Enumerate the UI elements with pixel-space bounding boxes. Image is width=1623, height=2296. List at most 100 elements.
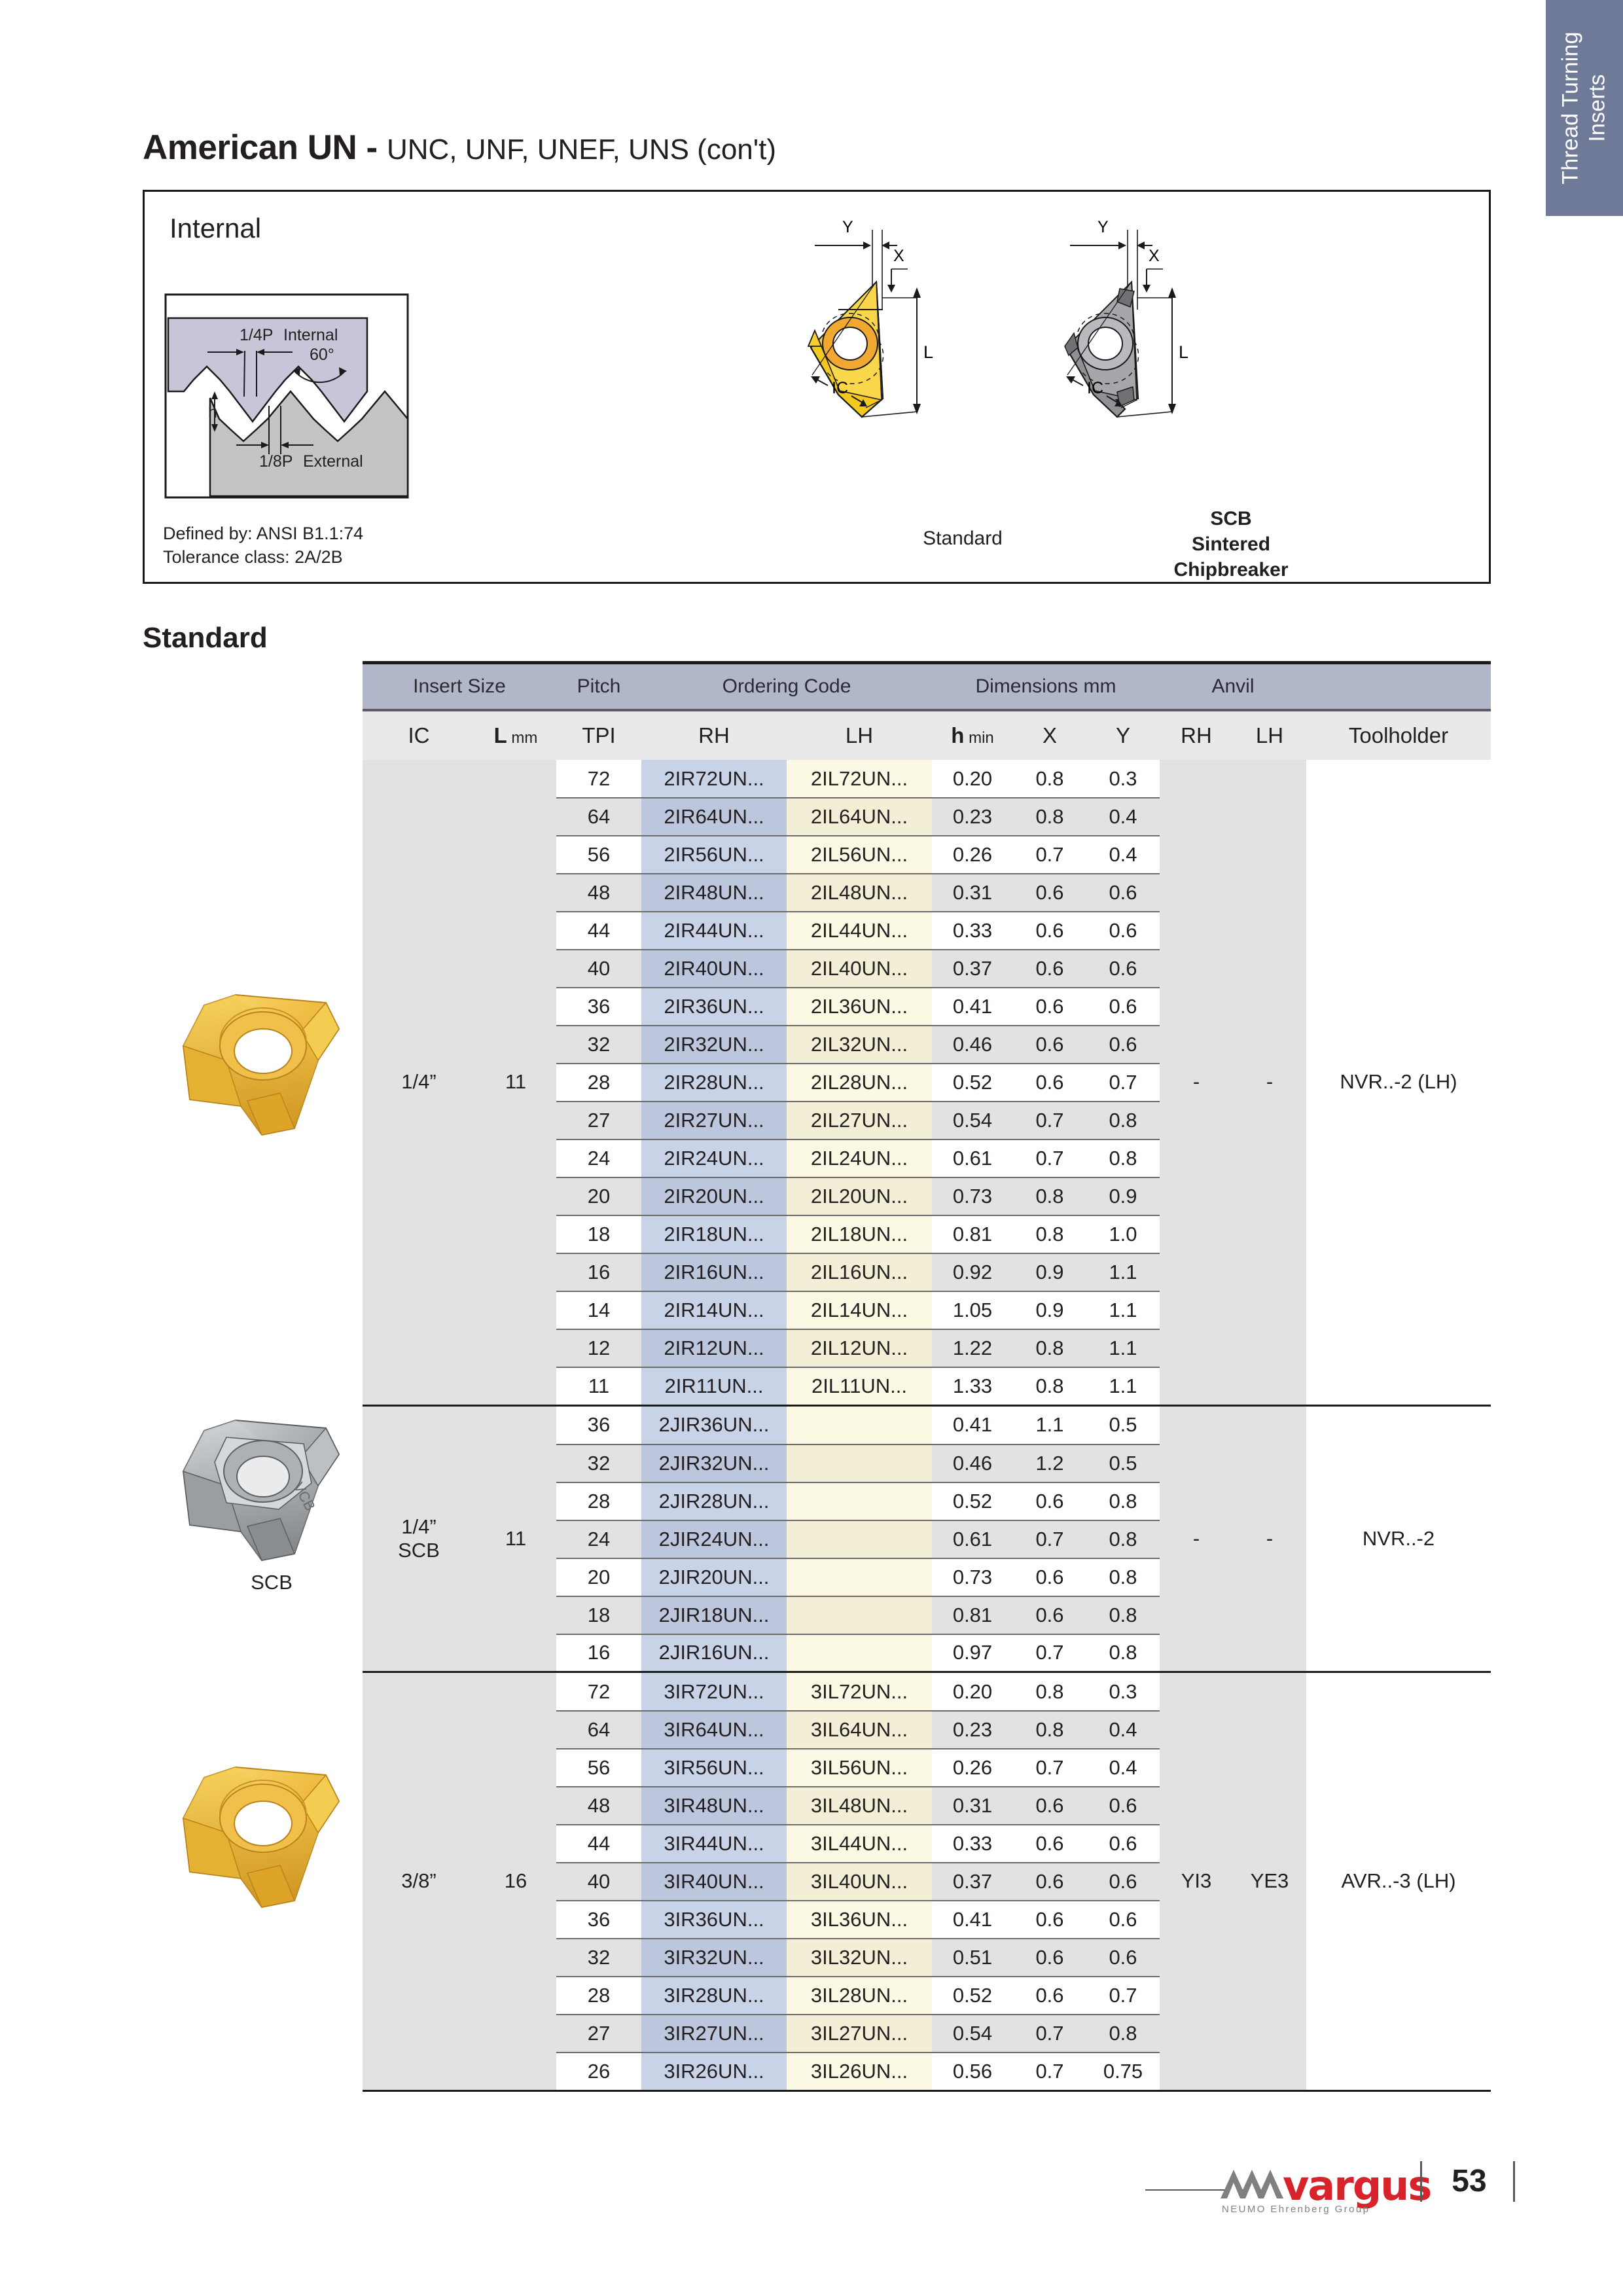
group-insert-size-ic: 3/8” bbox=[363, 1673, 475, 2090]
table-row[interactable]: 24 2JIR24UN... 0.61 0.7 0.8 bbox=[143, 1519, 1491, 1558]
cell-lh: 3IL27UN... bbox=[787, 2014, 932, 2053]
cell-hmin: 0.54 bbox=[932, 2014, 1013, 2053]
cell-rh: 2IR40UN... bbox=[641, 949, 787, 988]
cell-x: 0.6 bbox=[1013, 1900, 1086, 1939]
table-row[interactable]: 40 3IR40UN... 3IL40UN... 0.37 0.6 0.6 bbox=[143, 1862, 1491, 1901]
cell-tpi: 44 bbox=[556, 1824, 641, 1863]
table-row[interactable]: 36 2IR36UN... 2IL36UN... 0.41 0.6 0.6 bbox=[143, 987, 1491, 1026]
cell-y: 0.6 bbox=[1086, 911, 1160, 950]
table-row[interactable]: 20 2JIR20UN... 0.73 0.6 0.8 bbox=[143, 1557, 1491, 1596]
cell-lh: 2IL32UN... bbox=[787, 1025, 932, 1064]
table-column-header-anvil_lh: LH bbox=[1233, 711, 1306, 760]
cell-lh: 3IL40UN... bbox=[787, 1862, 932, 1901]
footer-divider-left bbox=[1420, 2161, 1422, 2202]
table-row[interactable]: 27 2IR27UN... 2IL27UN... 0.54 0.7 0.8 bbox=[143, 1101, 1491, 1139]
cell-hmin: 1.22 bbox=[932, 1329, 1013, 1367]
cell-tpi: 32 bbox=[556, 1443, 641, 1482]
cell-x: 0.6 bbox=[1013, 1862, 1086, 1901]
group-anvil-rh: YI3 bbox=[1160, 1673, 1233, 2090]
table-row[interactable]: 56 3IR56UN... 3IL56UN... 0.26 0.7 0.4 bbox=[143, 1748, 1491, 1787]
table-row[interactable]: 28 2IR28UN... 2IL28UN... 0.52 0.6 0.7 bbox=[143, 1063, 1491, 1102]
table-row[interactable]: 28 3IR28UN... 3IL28UN... 0.52 0.6 0.7 bbox=[143, 1976, 1491, 2015]
cell-y: 0.8 bbox=[1086, 1519, 1160, 1558]
cell-y: 0.6 bbox=[1086, 873, 1160, 912]
cell-y: 0.3 bbox=[1086, 1673, 1160, 1711]
table-row[interactable]: 64 2IR64UN... 2IL64UN... 0.23 0.8 0.4 bbox=[143, 797, 1491, 836]
table-row[interactable]: 36 3IR36UN... 3IL36UN... 0.41 0.6 0.6 bbox=[143, 1900, 1491, 1939]
table-row[interactable]: 48 2IR48UN... 2IL48UN... 0.31 0.6 0.6 bbox=[143, 873, 1491, 912]
cell-rh: 3IR32UN... bbox=[641, 1938, 787, 1977]
table-row[interactable]: 3/8” 16 72 3IR72UN... 3IL72UN... 0.20 0.8 0.3 YI… bbox=[143, 1673, 1491, 2090]
table-row[interactable]: 28 2JIR28UN... 0.52 0.6 0.8 bbox=[143, 1481, 1491, 1520]
table-row[interactable]: 1/4” 11 72 2IR72UN... 2IL72UN... 0.20 0.8 0.3- -… bbox=[143, 760, 1491, 1405]
cell-tpi: 14 bbox=[556, 1291, 641, 1329]
table-row[interactable]: 32 2JIR32UN... 0.46 1.2 0.5 bbox=[143, 1443, 1491, 1482]
cell-lh: 3IL72UN... bbox=[787, 1673, 932, 1711]
cell-rh: 3IR40UN... bbox=[641, 1862, 787, 1901]
scb-insert-drawing: Y X L IC bbox=[1054, 218, 1329, 558]
table-row[interactable]: 1/4” SCB 11 36 2JIR36UN... 0.41 1.1 0.5- - NVR..-… bbox=[143, 1406, 1491, 1672]
cell-x: 0.6 bbox=[1013, 1063, 1086, 1102]
table-group-header-blank bbox=[1306, 664, 1491, 709]
cell-rh: 2IR24UN... bbox=[641, 1139, 787, 1177]
table-row[interactable]: 18 2JIR18UN... 0.81 0.6 0.8 bbox=[143, 1595, 1491, 1634]
cell-hmin: 0.23 bbox=[932, 797, 1013, 836]
table-row[interactable]: 12 2IR12UN... 2IL12UN... 1.22 0.8 1.1 bbox=[143, 1329, 1491, 1367]
cell-y: 0.4 bbox=[1086, 835, 1160, 874]
cell-y: 0.6 bbox=[1086, 987, 1160, 1026]
table-row[interactable]: 44 3IR44UN... 3IL44UN... 0.33 0.6 0.6 bbox=[143, 1824, 1491, 1863]
table-row[interactable]: 40 2IR40UN... 2IL40UN... 0.37 0.6 0.6 bbox=[143, 949, 1491, 988]
table-row[interactable]: 27 3IR27UN... 3IL27UN... 0.54 0.7 0.8 bbox=[143, 2014, 1491, 2053]
cell-lh: 2IL64UN... bbox=[787, 797, 932, 836]
table-row[interactable]: 26 3IR26UN... 3IL26UN... 0.56 0.7 0.75 bbox=[143, 2052, 1491, 2090]
cell-hmin: 0.56 bbox=[932, 2052, 1013, 2090]
table-row[interactable]: 16 2JIR16UN... 0.97 0.7 0.8 bbox=[143, 1633, 1491, 1672]
table-row[interactable]: 48 3IR48UN... 3IL48UN... 0.31 0.6 0.6 bbox=[143, 1786, 1491, 1825]
cell-y: 1.1 bbox=[1086, 1329, 1160, 1367]
table-row[interactable]: 20 2IR20UN... 2IL20UN... 0.73 0.8 0.9 bbox=[143, 1177, 1491, 1215]
cell-hmin: 0.20 bbox=[932, 760, 1013, 798]
table-row[interactable]: 44 2IR44UN... 2IL44UN... 0.33 0.6 0.6 bbox=[143, 911, 1491, 950]
cell-y: 0.4 bbox=[1086, 1748, 1160, 1787]
table-column-header-y: Y bbox=[1086, 711, 1160, 760]
table-row[interactable]: 16 2IR16UN... 2IL16UN... 0.92 0.9 1.1 bbox=[143, 1253, 1491, 1291]
table-row[interactable]: 64 3IR64UN... 3IL64UN... 0.23 0.8 0.4 bbox=[143, 1710, 1491, 1749]
cell-rh: 2IR32UN... bbox=[641, 1025, 787, 1064]
cell-x: 0.6 bbox=[1013, 1481, 1086, 1520]
vargus-tagline: NEUMO Ehrenberg Group bbox=[1222, 2204, 1370, 2215]
table-row[interactable]: 56 2IR56UN... 2IL56UN... 0.26 0.7 0.4 bbox=[143, 835, 1491, 874]
cell-y: 0.6 bbox=[1086, 949, 1160, 988]
cell-lh: 3IL28UN... bbox=[787, 1976, 932, 2015]
cell-hmin: 0.26 bbox=[932, 835, 1013, 874]
cell-x: 0.7 bbox=[1013, 2014, 1086, 2053]
section-heading: Standard bbox=[143, 622, 268, 654]
table-row[interactable]: 32 3IR32UN... 3IL32UN... 0.51 0.6 0.6 bbox=[143, 1938, 1491, 1977]
cell-hmin: 0.73 bbox=[932, 1177, 1013, 1215]
cell-y: 0.6 bbox=[1086, 1025, 1160, 1064]
table-row[interactable]: 32 2IR32UN... 2IL32UN... 0.46 0.6 0.6 bbox=[143, 1025, 1491, 1064]
cell-x: 1.1 bbox=[1013, 1406, 1086, 1444]
cell-rh: 2JIR32UN... bbox=[641, 1443, 787, 1482]
standard-insert-caption: Standard bbox=[923, 528, 1003, 549]
cell-lh: 2IL36UN... bbox=[787, 987, 932, 1026]
table-row[interactable]: 18 2IR18UN... 2IL18UN... 0.81 0.8 1.0 bbox=[143, 1215, 1491, 1253]
cell-hmin: 0.26 bbox=[932, 1748, 1013, 1787]
cell-y: 0.5 bbox=[1086, 1443, 1160, 1482]
cell-rh: 2IR64UN... bbox=[641, 797, 787, 836]
table-row[interactable]: 14 2IR14UN... 2IL14UN... 1.05 0.9 1.1 bbox=[143, 1291, 1491, 1329]
cell-y: 0.3 bbox=[1086, 760, 1160, 798]
cell-lh: 2IL40UN... bbox=[787, 949, 932, 988]
cell-hmin: 0.23 bbox=[932, 1710, 1013, 1749]
cell-rh: 2IR12UN... bbox=[641, 1329, 787, 1367]
table-group-header-pitch: Pitch bbox=[556, 664, 641, 709]
svg-text:h: h bbox=[208, 403, 217, 422]
cell-tpi: 24 bbox=[556, 1519, 641, 1558]
table-row[interactable]: 11 2IR11UN... 2IL11UN... 1.33 0.8 1.1 bbox=[143, 1367, 1491, 1405]
svg-text:1/8P: 1/8P bbox=[259, 452, 293, 471]
cell-y: 0.8 bbox=[1086, 2014, 1160, 2053]
page-title-main: American UN - bbox=[143, 128, 378, 167]
cell-lh: 2IL72UN... bbox=[787, 760, 932, 798]
table-row[interactable]: 24 2IR24UN... 2IL24UN... 0.61 0.7 0.8 bbox=[143, 1139, 1491, 1177]
cell-rh: 3IR27UN... bbox=[641, 2014, 787, 2053]
cell-tpi: 26 bbox=[556, 2052, 641, 2090]
